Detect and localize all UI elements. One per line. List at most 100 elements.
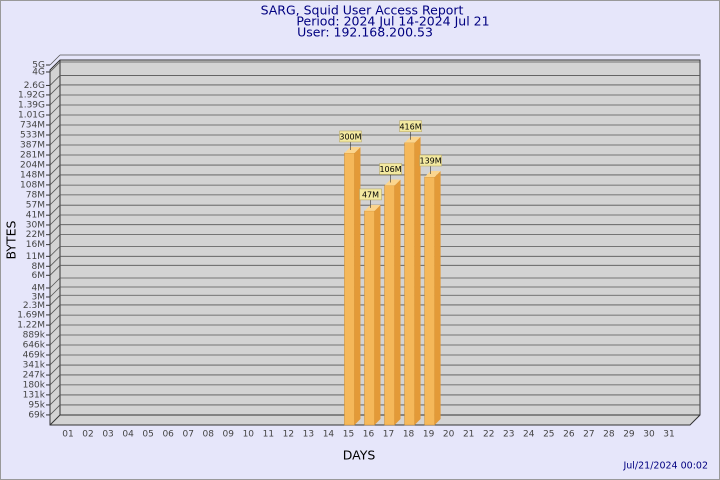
label-box xyxy=(399,120,422,133)
x-tick-label: 28 xyxy=(603,430,615,440)
x-tick-label: 24 xyxy=(523,430,535,440)
x-tick-label: 08 xyxy=(203,430,215,440)
y-tick-label: 16M xyxy=(26,240,45,250)
grid-line xyxy=(49,104,61,116)
x-tick-label: 30 xyxy=(643,430,655,440)
grid-line xyxy=(49,234,61,245)
footer: Jul/21/2024 00:02 xyxy=(622,461,708,472)
x-tick-label: 09 xyxy=(223,430,235,440)
x-tick-label: 16 xyxy=(363,430,375,440)
x-tick-label: 02 xyxy=(82,430,93,440)
grid-line xyxy=(49,277,61,289)
grid-line xyxy=(49,114,61,126)
y-tick-label: 6M xyxy=(32,271,46,281)
grid-line xyxy=(49,384,61,396)
y-tick-label: 3M xyxy=(32,292,46,302)
grid-line xyxy=(49,164,61,176)
bar xyxy=(384,185,395,426)
x-tick-label: 06 xyxy=(162,430,174,440)
y-tick-label: 22M xyxy=(26,230,45,240)
value-label: 139M xyxy=(420,157,442,166)
bar-top xyxy=(384,179,401,186)
bar-top xyxy=(404,136,421,143)
grid-line xyxy=(49,204,61,216)
value-label: 300M xyxy=(339,132,361,141)
x-tick-label: 14 xyxy=(323,430,335,440)
y-tick-label: 1.22M xyxy=(17,321,45,331)
grid-line xyxy=(49,154,61,166)
y-tick-label: 95k xyxy=(28,400,45,410)
x-tick-label: 25 xyxy=(543,430,554,440)
label-box xyxy=(379,163,402,175)
y-tick-label: 4G xyxy=(32,67,45,77)
grid-line xyxy=(49,61,61,73)
chart-title: SARG, Squid User Access Report xyxy=(261,3,464,18)
x-tick-label: 15 xyxy=(343,430,354,440)
x-tick-label: 05 xyxy=(142,430,153,440)
bar-side xyxy=(354,146,361,425)
y-tick-label: 180k xyxy=(23,380,46,390)
y-tick-label: 1.92G xyxy=(18,90,45,100)
y-tick-label: 1.01G xyxy=(18,111,45,121)
y-tick-label: 108M xyxy=(20,180,45,190)
subtitle: Period: 2024 Jul 14-2024 Jul 21 xyxy=(296,14,489,29)
bar xyxy=(404,142,415,426)
x-tick-label: 13 xyxy=(303,430,314,440)
y-tick-label: 41M xyxy=(26,211,45,221)
subtitle: User: 192.168.200.53 xyxy=(297,25,433,40)
bar xyxy=(344,152,355,426)
x-tick-label: 27 xyxy=(583,430,594,440)
y-tick-label: 1.69M xyxy=(17,310,45,320)
bar-side xyxy=(394,179,401,425)
grid-line xyxy=(49,256,61,267)
x-tick-label: 31 xyxy=(663,430,674,440)
grid-line xyxy=(49,334,61,346)
grid-line xyxy=(49,75,61,86)
y-tick-label: 646k xyxy=(23,340,46,350)
grid-line xyxy=(49,354,61,366)
x-axis-label: DAYS xyxy=(343,448,376,463)
x-tick-label: 10 xyxy=(243,430,255,440)
grid-line xyxy=(49,314,61,326)
x-tick-label: 26 xyxy=(563,430,575,440)
x-tick-label: 21 xyxy=(463,430,474,440)
grid-line xyxy=(49,304,61,316)
y-tick-label: 8M xyxy=(32,262,46,272)
value-label: 106M xyxy=(379,165,401,174)
y-tick-label: 2.3M xyxy=(23,301,45,311)
grid-line xyxy=(49,174,61,186)
y-tick-label: 4M xyxy=(32,283,46,293)
bar-side xyxy=(374,204,381,425)
grid-line xyxy=(49,374,61,386)
x-tick-label: 12 xyxy=(283,430,294,440)
x-tick-label: 01 xyxy=(62,430,73,440)
y-tick-label: 148M xyxy=(20,171,45,181)
x-tick-label: 18 xyxy=(403,430,415,440)
grid-line xyxy=(49,224,61,235)
y-tick-label: 78M xyxy=(26,191,45,201)
y-tick-label: 341k xyxy=(23,360,46,370)
bar xyxy=(364,210,375,426)
grid-line xyxy=(49,286,61,298)
y-tick-label: 69k xyxy=(28,410,45,420)
x-tick-label: 07 xyxy=(182,430,193,440)
floor-edge xyxy=(49,414,61,426)
x-tick-label: 19 xyxy=(423,430,435,440)
label-box xyxy=(339,130,362,143)
grid-line xyxy=(49,144,61,156)
y-tick-label: 533M xyxy=(20,131,45,141)
grid-line xyxy=(49,344,61,356)
grid-line xyxy=(49,184,61,196)
grid-line xyxy=(49,246,61,257)
x-tick-label: 17 xyxy=(383,430,394,440)
y-tick-label: 57M xyxy=(26,200,45,210)
grid-line xyxy=(49,84,61,96)
grid-line xyxy=(49,265,61,276)
bar-side xyxy=(414,136,421,426)
x-tick-label: 29 xyxy=(623,430,635,440)
label-box xyxy=(419,154,442,167)
y-tick-label: 387M xyxy=(20,141,45,151)
y-tick-label: 889k xyxy=(23,331,46,341)
bar-top xyxy=(424,171,441,178)
